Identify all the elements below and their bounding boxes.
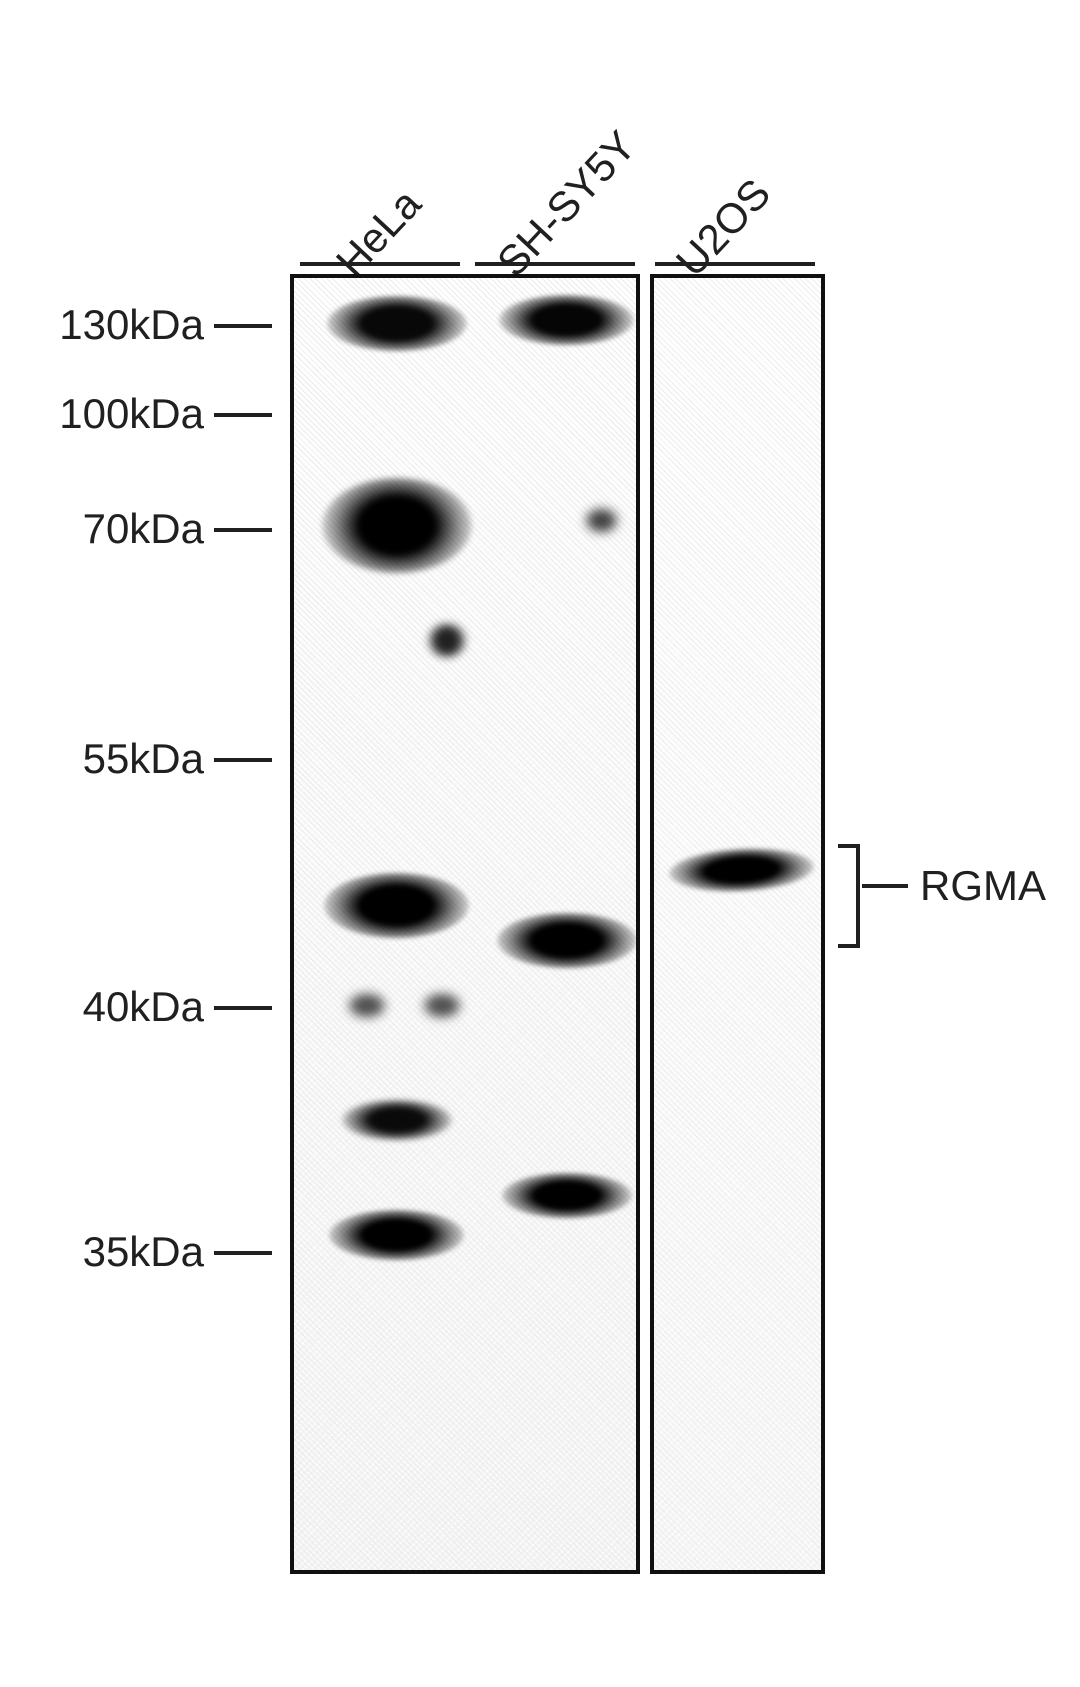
marker-label-130: 130kDa bbox=[59, 301, 204, 349]
marker-tick-35 bbox=[214, 1251, 272, 1255]
marker-label-40: 40kDa bbox=[83, 983, 204, 1031]
marker-tick-130 bbox=[214, 324, 272, 328]
blot-band bbox=[497, 913, 637, 968]
blot-band bbox=[584, 508, 619, 533]
blot-band bbox=[347, 993, 387, 1018]
gel-bg-right bbox=[654, 278, 821, 1570]
target-label: RGMA bbox=[920, 862, 1046, 910]
blot-band bbox=[324, 873, 469, 938]
blot-band bbox=[342, 1100, 452, 1140]
lane-label-hela: HeLa bbox=[327, 180, 431, 286]
blot-band bbox=[427, 623, 467, 658]
blot-band bbox=[499, 295, 634, 345]
lane-underline-0 bbox=[300, 262, 460, 266]
blot-band bbox=[327, 296, 467, 351]
target-tick bbox=[862, 884, 908, 888]
lane-underline-2 bbox=[655, 262, 815, 266]
marker-tick-40 bbox=[214, 1006, 272, 1010]
gel-panel-right bbox=[650, 274, 825, 1574]
marker-label-35: 35kDa bbox=[83, 1228, 204, 1276]
lane-label-u2os: U2OS bbox=[667, 170, 780, 286]
marker-tick-100 bbox=[214, 413, 272, 417]
blot-band bbox=[329, 1210, 464, 1260]
target-bracket bbox=[838, 844, 860, 948]
gel-panel-left bbox=[290, 274, 640, 1574]
western-blot-figure: HeLa SH-SY5Y U2OS 130kDa 100kDa 70kDa 55… bbox=[0, 0, 1080, 1687]
blot-band bbox=[502, 1173, 632, 1218]
marker-tick-55 bbox=[214, 758, 272, 762]
lane-underline-1 bbox=[475, 262, 635, 266]
blot-band bbox=[422, 993, 462, 1018]
marker-label-100: 100kDa bbox=[59, 390, 204, 438]
marker-label-70: 70kDa bbox=[83, 505, 204, 553]
marker-tick-70 bbox=[214, 528, 272, 532]
marker-label-55: 55kDa bbox=[83, 735, 204, 783]
blot-band bbox=[322, 478, 472, 573]
